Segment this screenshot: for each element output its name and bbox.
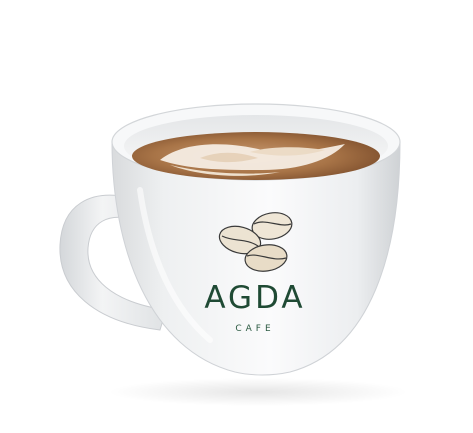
cup-handle	[59, 194, 167, 331]
coffee-beans-icon	[218, 212, 293, 272]
cup-shadow	[108, 378, 408, 406]
brand-name: AGDA	[204, 280, 306, 316]
latte-art	[160, 144, 345, 176]
brand-subtitle: CAFE	[235, 324, 275, 334]
